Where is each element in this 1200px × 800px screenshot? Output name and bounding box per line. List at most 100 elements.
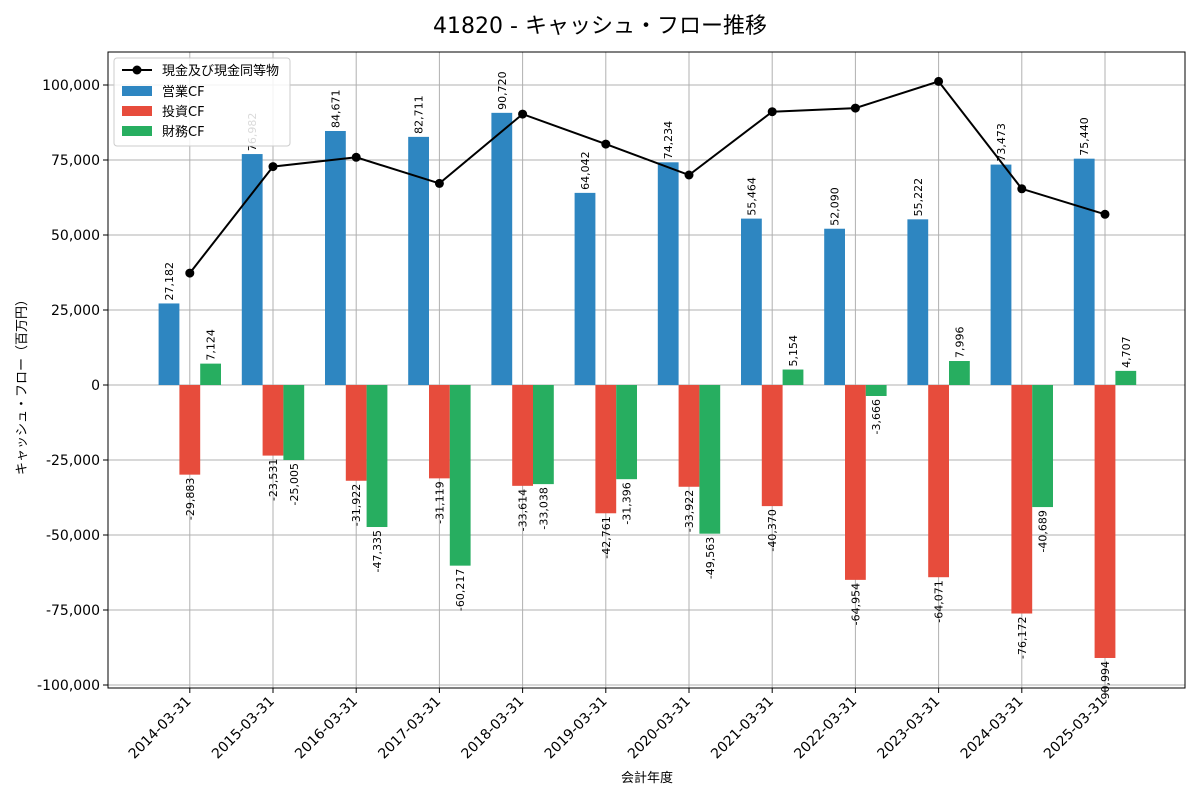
data-label: -49,563: [704, 537, 717, 579]
cash-line: [189, 80, 1106, 274]
legend-label: 営業CF: [162, 84, 205, 100]
bar-series: [158, 112, 1137, 658]
data-label: 5,154: [787, 335, 800, 367]
data-label: 84,671: [329, 89, 342, 128]
bar-財務CF-2024-03-31: [1032, 385, 1053, 508]
bar-財務CF-2025-03-31: [1115, 370, 1137, 385]
bar-営業CF-2024-03-31: [990, 164, 1012, 385]
bar-投資CF-2022-03-31: [845, 385, 866, 580]
y-tick-label: -75,000: [46, 603, 100, 619]
chart-title: 41820 - キャッシュ・フロー推移: [433, 14, 767, 39]
legend-swatch: [122, 106, 152, 116]
data-label: -76,172: [1016, 617, 1029, 659]
bar-営業CF-2025-03-31: [1073, 158, 1095, 385]
data-label: -90,994: [1099, 661, 1112, 703]
cash-line-series: [185, 76, 1110, 278]
cash-point-2025-03-31: [1100, 209, 1110, 219]
data-label: 90,720: [496, 71, 509, 110]
data-label: 52,090: [829, 187, 842, 226]
x-tick-label: 2016-03-31: [292, 694, 361, 763]
y-tick-label: 100,000: [42, 78, 100, 94]
legend-line-marker: [132, 65, 142, 75]
data-label: -23,531: [267, 459, 280, 501]
x-tick-label: 2022-03-31: [791, 694, 860, 763]
x-axis-label: 会計年度: [621, 770, 673, 786]
cash-point-2018-03-31: [518, 109, 528, 119]
bar-財務CF-2023-03-31: [949, 361, 970, 385]
bar-投資CF-2014-03-31: [179, 385, 201, 475]
data-label: -33,038: [537, 487, 550, 529]
data-label: 75,440: [1078, 117, 1091, 156]
bar-営業CF-2022-03-31: [824, 228, 845, 385]
data-label: -33,922: [683, 490, 696, 532]
cash-point-2024-03-31: [1017, 184, 1027, 194]
data-label: -40,689: [1037, 510, 1050, 552]
y-tick-label: 50,000: [51, 228, 100, 244]
y-tick-label: 0: [91, 378, 100, 394]
bar-投資CF-2016-03-31: [345, 385, 367, 481]
data-label: -29,883: [184, 478, 197, 520]
bar-財務CF-2020-03-31: [699, 385, 721, 534]
data-label: -60,217: [454, 569, 467, 611]
data-label: -3,666: [870, 399, 883, 434]
x-tick-label: 2023-03-31: [875, 694, 944, 763]
bar-投資CF-2018-03-31: [512, 385, 533, 486]
x-tick-label: 2025-03-31: [1041, 694, 1110, 763]
y-tick-label: -100,000: [37, 678, 100, 694]
legend-swatch: [122, 86, 152, 96]
bar-営業CF-2018-03-31: [491, 112, 513, 385]
bar-営業CF-2023-03-31: [907, 219, 929, 385]
x-tick-label: 2017-03-31: [375, 694, 444, 763]
bar-投資CF-2015-03-31: [262, 385, 284, 456]
bar-投資CF-2020-03-31: [678, 385, 700, 487]
bar-財務CF-2016-03-31: [366, 385, 388, 528]
data-label: 74,234: [662, 121, 675, 160]
data-labels: 27,18276,98284,67182,71190,72064,04274,2…: [163, 71, 1133, 703]
data-label: 82,711: [413, 95, 426, 134]
bar-営業CF-2017-03-31: [408, 136, 429, 385]
x-tick-label: 2014-03-31: [126, 694, 195, 763]
data-label: -64,954: [849, 583, 862, 625]
data-label: 7,996: [953, 327, 966, 359]
x-tick-label: 2019-03-31: [542, 694, 611, 763]
data-label: 73,473: [995, 123, 1008, 162]
data-label: -47,335: [371, 530, 384, 572]
cash-point-2014-03-31: [185, 268, 195, 278]
data-label: -40,370: [766, 509, 779, 551]
bar-営業CF-2015-03-31: [241, 154, 263, 385]
y-tick-label: 75,000: [51, 153, 100, 169]
x-tick-label: 2020-03-31: [625, 694, 694, 763]
x-tick-label: 2015-03-31: [209, 694, 278, 763]
data-label: -64,071: [933, 580, 946, 622]
bar-投資CF-2024-03-31: [1011, 385, 1033, 614]
data-label: 4,707: [1120, 336, 1133, 368]
bar-投資CF-2023-03-31: [928, 385, 949, 578]
bar-営業CF-2016-03-31: [325, 130, 346, 385]
bar-営業CF-2019-03-31: [574, 192, 596, 385]
legend-swatch: [122, 126, 152, 136]
x-tick-label: 2018-03-31: [459, 694, 528, 763]
bar-財務CF-2017-03-31: [449, 385, 471, 566]
cash-point-2016-03-31: [351, 152, 361, 162]
bar-財務CF-2018-03-31: [533, 385, 554, 485]
bar-財務CF-2015-03-31: [283, 385, 305, 461]
bar-営業CF-2014-03-31: [158, 303, 180, 385]
data-label: -33,614: [517, 489, 530, 531]
legend-box: [113, 57, 291, 147]
bar-投資CF-2021-03-31: [761, 385, 783, 507]
data-label: 55,464: [745, 177, 758, 216]
legend-label: 現金及び現金同等物: [162, 63, 279, 79]
data-label: 55,222: [912, 178, 925, 217]
bar-財務CF-2021-03-31: [782, 369, 804, 385]
bar-財務CF-2019-03-31: [616, 385, 637, 480]
cash-point-2020-03-31: [684, 170, 694, 180]
bar-営業CF-2020-03-31: [657, 162, 679, 385]
bar-投資CF-2017-03-31: [429, 385, 450, 479]
data-label: 27,182: [163, 262, 176, 301]
cash-point-2019-03-31: [601, 139, 611, 149]
cash-point-2022-03-31: [850, 103, 860, 113]
y-tick-label: -50,000: [46, 528, 100, 544]
bar-財務CF-2014-03-31: [200, 363, 221, 385]
